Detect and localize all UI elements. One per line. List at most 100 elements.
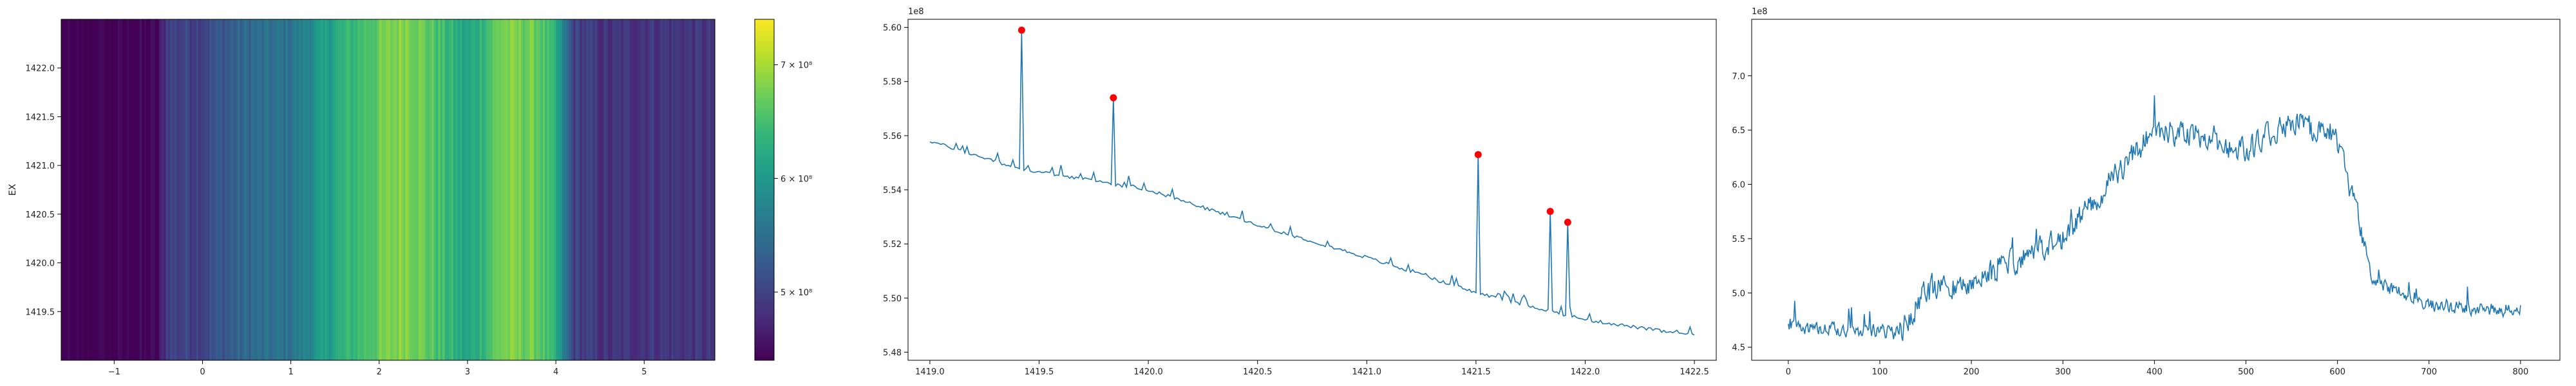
heatmap-column: [429, 19, 432, 360]
heatmap-column: [710, 19, 714, 360]
heatmap-column: [399, 19, 402, 360]
heatmap-column: [181, 19, 184, 360]
heatmap-y-label: EX: [8, 183, 18, 196]
heatmap-column: [514, 19, 517, 360]
heatmap-column: [318, 19, 321, 360]
x-tick-label: 600: [2329, 367, 2345, 377]
heatmap-column: [662, 19, 665, 360]
heatmap-column: [597, 19, 600, 360]
heatmap-column: [331, 19, 334, 360]
heatmap-column: [100, 19, 103, 360]
x-tick-label: 3: [465, 367, 470, 377]
heatmap-column: [377, 19, 380, 360]
heatmap-column: [451, 19, 454, 360]
y-tick-label: 5.58: [883, 78, 902, 87]
peak-marker: [1546, 208, 1554, 216]
heatmap-column: [70, 19, 73, 360]
y-tick-label: 1420.5: [26, 210, 55, 220]
heatmap-column: [327, 19, 330, 360]
heatmap-column: [213, 19, 216, 360]
heatmap-column: [196, 19, 199, 360]
heatmap-column: [111, 19, 114, 360]
heatmap-column: [361, 19, 365, 360]
heatmap-column: [688, 19, 692, 360]
heatmap-column: [645, 19, 648, 360]
heatmap-column: [68, 19, 71, 360]
heatmap-column: [676, 19, 679, 360]
heatmap-column: [401, 19, 404, 360]
heatmap-column: [366, 19, 369, 360]
heatmap-column: [113, 19, 117, 360]
heatmap-column: [388, 19, 391, 360]
heatmap-column: [509, 19, 513, 360]
heatmap-column: [292, 19, 295, 360]
heatmap-column: [261, 19, 265, 360]
x-tick-label: 0: [1786, 367, 1791, 377]
heatmap-column: [623, 19, 626, 360]
heatmap-column: [120, 19, 123, 360]
heatmap-column: [346, 19, 350, 360]
x-tick-label: 800: [2512, 367, 2528, 377]
heatmap-column: [627, 19, 630, 360]
heatmap-panel: −1 0 1 2 3 4 5 1419.51420.01420.51421.01421.51…: [8, 19, 715, 377]
colorbar-ticks: 5 × 10⁸ 6 × 10⁸ 7 × 10⁸: [774, 61, 812, 298]
heatmap-column: [486, 19, 489, 360]
heatmap-column: [93, 19, 97, 360]
colorbar-tick-label: 6 × 10⁸: [781, 174, 812, 184]
heatmap-column: [612, 19, 615, 360]
heatmap-column: [671, 19, 674, 360]
heatmap-column: [222, 19, 225, 360]
heatmap-column: [503, 19, 506, 360]
heatmap-column: [654, 19, 657, 360]
heatmap-column: [507, 19, 511, 360]
heatmap-column: [594, 19, 598, 360]
heatmap-column: [462, 19, 465, 360]
heatmap-column: [65, 19, 68, 360]
heatmap-column: [89, 19, 92, 360]
heatmap-column: [457, 19, 460, 360]
heatmap-column: [687, 19, 689, 360]
heatmap-column: [562, 19, 565, 360]
heatmap-column: [575, 19, 578, 360]
heatmap-column: [547, 19, 550, 360]
peaks-line-y-axis: 5.48 5.50 5.52 5.54 5.56 5.58 5.60: [883, 24, 908, 358]
x-tick-label: 0: [200, 367, 205, 377]
heatmap-column: [107, 19, 110, 360]
heatmap-column: [488, 19, 491, 360]
heatmap-column: [74, 19, 77, 360]
profile-line-panel: 0 100 200 300 400 500 600 700 800 4.5 5.0 5.5 6.0 6.…: [1732, 7, 2561, 377]
heatmap-column: [440, 19, 443, 360]
heatmap-column: [477, 19, 480, 360]
y-tick-label: 1421.0: [26, 161, 55, 171]
colorbar-tick-label: 5 × 10⁸: [781, 288, 812, 298]
y-tick-label: 1422.0: [26, 64, 55, 74]
heatmap-column: [591, 19, 594, 360]
heatmap-column: [150, 19, 153, 360]
heatmap-column: [603, 19, 607, 360]
heatmap-column: [651, 19, 654, 360]
heatmap-column: [156, 19, 160, 360]
heatmap-column: [410, 19, 413, 360]
heatmap-column: [242, 19, 245, 360]
heatmap-column: [246, 19, 249, 360]
y-tick-label: 1420.0: [26, 259, 55, 269]
heatmap-column: [418, 19, 421, 360]
peaks-line-x-axis: 1419.0 1419.5 1420.0 1420.5 1421.0 1421.5 1422…: [915, 360, 1709, 377]
heatmap-column: [588, 19, 591, 360]
heatmap-column: [684, 19, 687, 360]
heatmap-column: [279, 19, 282, 360]
heatmap-column: [640, 19, 643, 360]
x-tick-label: 4: [553, 367, 558, 377]
heatmap-column: [91, 19, 95, 360]
heatmap-column: [281, 19, 284, 360]
heatmap-column: [76, 19, 79, 360]
heatmap-column: [259, 19, 262, 360]
heatmap-column: [422, 19, 426, 360]
heatmap-column: [268, 19, 271, 360]
y-tick-label: 6.5: [1732, 126, 1745, 136]
heatmap-column: [564, 19, 567, 360]
heatmap-column: [80, 19, 84, 360]
heatmap-column: [549, 19, 552, 360]
heatmap-column: [231, 19, 234, 360]
